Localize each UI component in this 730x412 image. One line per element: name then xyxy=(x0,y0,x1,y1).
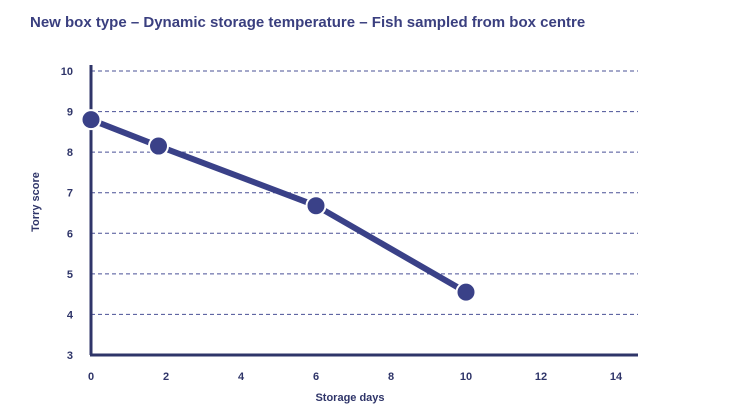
x-tick-label-8: 8 xyxy=(388,371,394,383)
data-point-0 xyxy=(80,109,102,131)
data-point-3 xyxy=(455,281,477,303)
x-tick-label-4: 4 xyxy=(238,371,245,383)
y-tick-label-7: 7 xyxy=(67,188,73,200)
x-tick-label-0: 0 xyxy=(88,371,94,383)
x-tick-label-14: 14 xyxy=(610,371,623,383)
gridlines xyxy=(91,70,638,315)
series-line xyxy=(88,116,469,296)
x-tick-label-10: 10 xyxy=(460,371,472,383)
y-tick-label-9: 9 xyxy=(67,107,73,119)
data-series xyxy=(80,109,477,303)
x-tick-label-12: 12 xyxy=(535,371,547,383)
chart-title: New box type – Dynamic storage temperatu… xyxy=(30,14,586,31)
y-tick-label-5: 5 xyxy=(67,269,73,281)
y-tick-label-6: 6 xyxy=(67,228,73,240)
y-tick-label-4: 4 xyxy=(67,309,74,321)
data-point-2 xyxy=(305,195,327,217)
data-point-1 xyxy=(148,135,169,157)
y-tick-label-8: 8 xyxy=(67,147,73,159)
y-axis-label: Torry score xyxy=(30,172,42,232)
y-tick-label-3: 3 xyxy=(67,350,73,362)
tick-labels: 3 4 5 6 7 8 9 10 0 2 4 6 8 10 12 14 xyxy=(61,66,623,383)
x-tick-label-2: 2 xyxy=(163,371,169,383)
x-tick-label-6: 6 xyxy=(313,371,319,383)
axes xyxy=(89,65,638,357)
x-axis-label: Storage days xyxy=(315,392,384,404)
y-tick-label-10: 10 xyxy=(61,66,73,78)
